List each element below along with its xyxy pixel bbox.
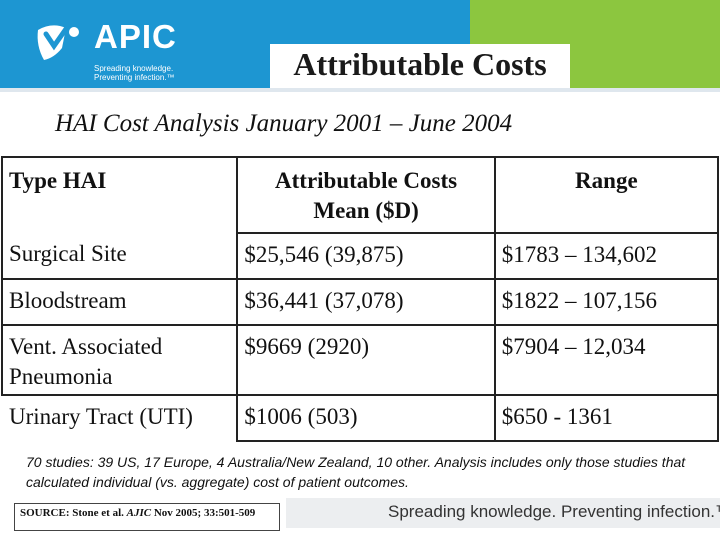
cell-cost: $36,441 (37,078) <box>236 278 496 326</box>
logo-tagline-2: Preventing infection.™ <box>94 73 175 82</box>
slide-title: Attributable Costs <box>293 46 547 82</box>
cost-table: Type HAI Attributable Costs Mean ($D) Ra… <box>0 156 720 442</box>
footer-bar <box>286 498 720 528</box>
slide-subtitle: HAI Cost Analysis January 2001 – June 20… <box>55 110 513 137</box>
title-background <box>270 44 570 88</box>
cell-range: $1783 – 134,602 <box>493 232 720 280</box>
table-header-row: Type HAI Attributable Costs Mean ($D) Ra… <box>0 156 720 234</box>
source-prefix: SOURCE: Stone et al. <box>20 507 127 519</box>
source-journal: AJIC <box>126 507 152 519</box>
logo-wordmark: APIC <box>94 18 177 55</box>
source-box <box>14 503 280 531</box>
cell-cost: $25,546 (39,875) <box>236 232 496 280</box>
source-citation: SOURCE: Stone et al. AJIC Nov 2005; 33:5… <box>20 507 255 519</box>
header-divider <box>0 88 720 92</box>
cell-range: $650 - 1361 <box>493 394 720 442</box>
source-suffix: Nov 2005; 33:501-509 <box>151 507 256 519</box>
logo-tagline-1: Spreading knowledge. <box>94 64 174 73</box>
table-row: Vent. Associated Pneumonia $9669 (2920) … <box>0 324 720 396</box>
cell-type: Surgical Site <box>0 233 239 280</box>
table-row: Surgical Site $25,546 (39,875) $1783 – 1… <box>0 232 720 280</box>
cell-type-line1: Vent. Associated <box>9 334 163 359</box>
cell-type: Urinary Tract (UTI) <box>2 394 238 441</box>
header-costs-line2: Mean ($D) <box>313 198 419 223</box>
footer-tagline: Spreading knowledge. Preventing infectio… <box>388 502 720 521</box>
cell-type: Vent. Associated Pneumonia <box>0 324 239 396</box>
cell-cost: $1006 (503) <box>236 394 496 442</box>
header-range: Range <box>493 156 720 234</box>
header-costs-line1: Attributable Costs <box>275 168 458 193</box>
table-row: Urinary Tract (UTI) $1006 (503) $650 - 1… <box>2 394 720 442</box>
apic-logo: APIC Spreading knowledge. Preventing inf… <box>32 16 212 82</box>
cell-range: $1822 – 107,156 <box>493 278 720 326</box>
cell-type: Bloodstream <box>0 278 239 326</box>
cell-type-line2: Pneumonia <box>9 364 113 389</box>
table-row: Bloodstream $36,441 (37,078) $1822 – 107… <box>0 278 720 326</box>
cell-range: $7904 – 12,034 <box>493 324 720 396</box>
header-type: Type HAI <box>0 156 239 233</box>
cell-cost: $9669 (2920) <box>236 324 496 396</box>
apic-shield-icon <box>37 23 79 60</box>
header-costs: Attributable Costs Mean ($D) <box>236 156 496 234</box>
study-note: 70 studies: 39 US, 17 Europe, 4 Australi… <box>26 454 686 490</box>
